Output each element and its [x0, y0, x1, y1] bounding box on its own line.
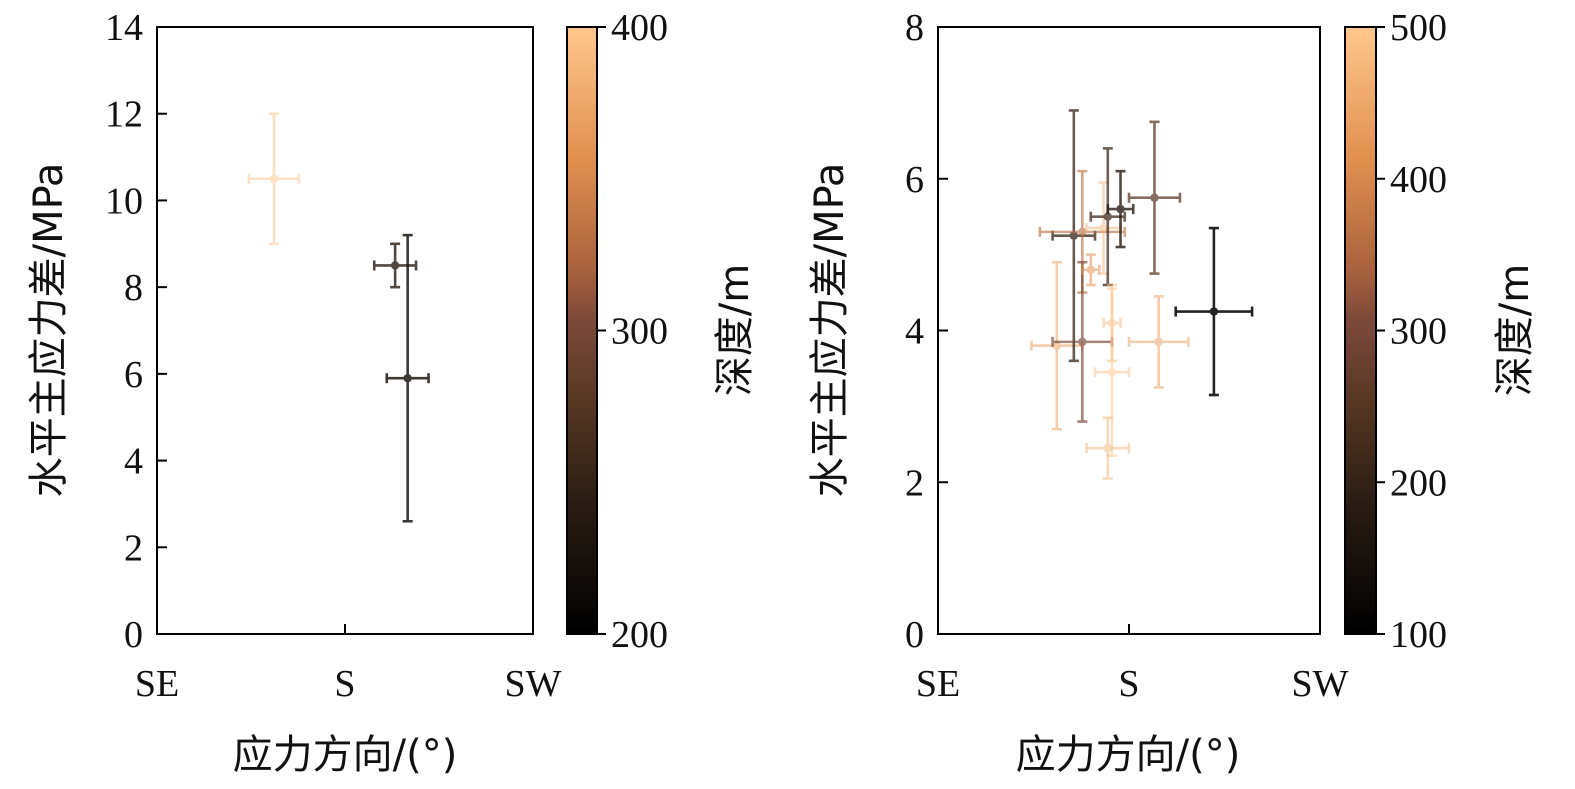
right-colorbar-ticks: 100 200 300 400 500 [1376, 7, 1447, 656]
left-x-ticks: SE S SW [135, 624, 562, 705]
colorbar-tick-label: 100 [1390, 614, 1447, 656]
right-data-points [1030, 109, 1254, 480]
y-tick-label: 0 [124, 614, 143, 656]
y-tick-label: 6 [905, 159, 924, 201]
x-tick-label: SW [1292, 663, 1349, 705]
colorbar-tick-label: 200 [1390, 462, 1447, 504]
left-colorbar-title: 深度/m [712, 264, 758, 396]
y-tick-label: 10 [105, 180, 143, 222]
right-y-ticks: 0 2 4 6 8 [905, 7, 948, 656]
colorbar-tick-label: 400 [611, 7, 668, 49]
right-plot-frame [937, 26, 1321, 635]
data-point [1081, 253, 1101, 287]
y-tick-label: 0 [905, 614, 924, 656]
right-x-axis-title: 应力方向/(°) [1016, 732, 1241, 778]
data-point [372, 242, 418, 289]
left-chart: 0 2 4 6 8 10 12 14 SE S SW 水平主应力差/MPa 应力方向/(°) 20… [26, 7, 758, 778]
right-x-ticks: SE S SW [916, 624, 1349, 705]
left-colorbar-ticks: 200 300 400 [597, 7, 668, 656]
y-tick-label: 2 [905, 462, 924, 504]
data-point [1102, 283, 1122, 363]
data-point [1085, 416, 1131, 480]
colorbar-tick-label: 300 [611, 311, 668, 353]
y-tick-label: 8 [124, 267, 143, 309]
y-tick-label: 4 [124, 441, 143, 483]
right-y-axis-title: 水平主应力差/MPa [807, 163, 853, 498]
x-tick-label: S [1118, 663, 1139, 705]
y-tick-label: 14 [105, 7, 143, 49]
x-tick-label: SE [916, 663, 960, 705]
colorbar-tick-label: 500 [1390, 7, 1447, 49]
data-point [1127, 120, 1182, 275]
left-data-points [247, 112, 430, 523]
data-point [1174, 226, 1254, 397]
y-tick-label: 8 [905, 7, 924, 49]
y-tick-label: 2 [124, 527, 143, 569]
data-point [1051, 260, 1114, 423]
right-chart: 0 2 4 6 8 SE S SW 水平主应力差/MPa 应力方向/(°) 100 200 30… [807, 7, 1538, 778]
data-point [385, 233, 430, 523]
data-point [1089, 147, 1127, 287]
left-x-axis-title: 应力方向/(°) [233, 732, 458, 778]
y-tick-label: 4 [905, 311, 924, 353]
right-colorbar-title: 深度/m [1492, 264, 1538, 396]
y-tick-label: 12 [105, 94, 143, 136]
right-colorbar [1344, 26, 1377, 635]
data-point [1127, 295, 1190, 389]
data-point [1106, 169, 1135, 249]
colorbar-tick-label: 200 [611, 614, 668, 656]
left-y-ticks: 0 2 4 6 8 10 12 14 [105, 7, 167, 656]
x-tick-label: S [334, 663, 355, 705]
x-tick-label: SE [135, 663, 179, 705]
colorbar-tick-label: 300 [1390, 311, 1447, 353]
colorbar-tick-label: 400 [1390, 159, 1447, 201]
data-point [247, 112, 301, 246]
left-colorbar [566, 26, 598, 635]
x-tick-label: SW [505, 663, 562, 705]
y-tick-label: 6 [124, 354, 143, 396]
left-plot-frame [156, 26, 534, 635]
data-point [1093, 287, 1131, 457]
left-y-axis-title: 水平主应力差/MPa [26, 163, 72, 498]
